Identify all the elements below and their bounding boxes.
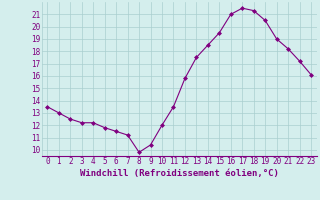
X-axis label: Windchill (Refroidissement éolien,°C): Windchill (Refroidissement éolien,°C) [80, 169, 279, 178]
